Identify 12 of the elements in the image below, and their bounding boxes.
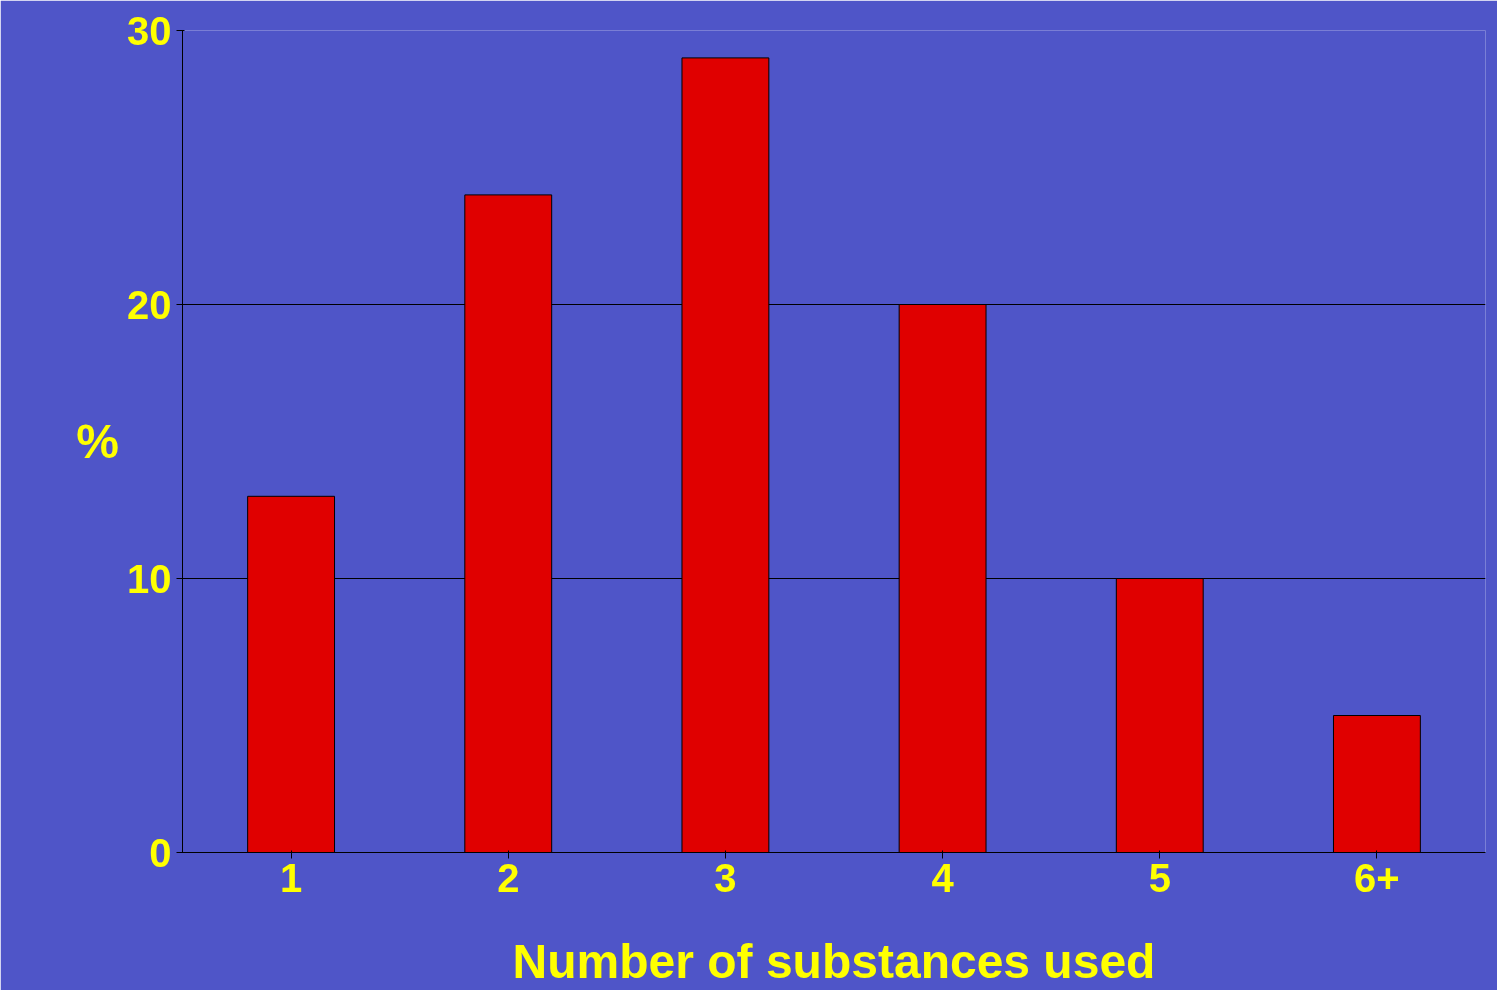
x-tick-label: 2 [497,855,520,900]
y-tick-label: 10 [127,556,172,601]
x-tick-label: 1 [279,855,303,900]
x-tick-label: 4 [931,855,955,900]
y-tick-label: 20 [127,282,172,327]
x-tick-label: 6+ [1354,855,1400,900]
y-tick-label: 0 [149,830,172,875]
x-tick-label: 3 [714,855,737,900]
x-tick-label: 5 [1148,855,1171,900]
y-tick-label: 30 [127,8,172,53]
x-axis-title: Number of substances used [512,934,1156,988]
y-axis-title: % [76,415,120,468]
